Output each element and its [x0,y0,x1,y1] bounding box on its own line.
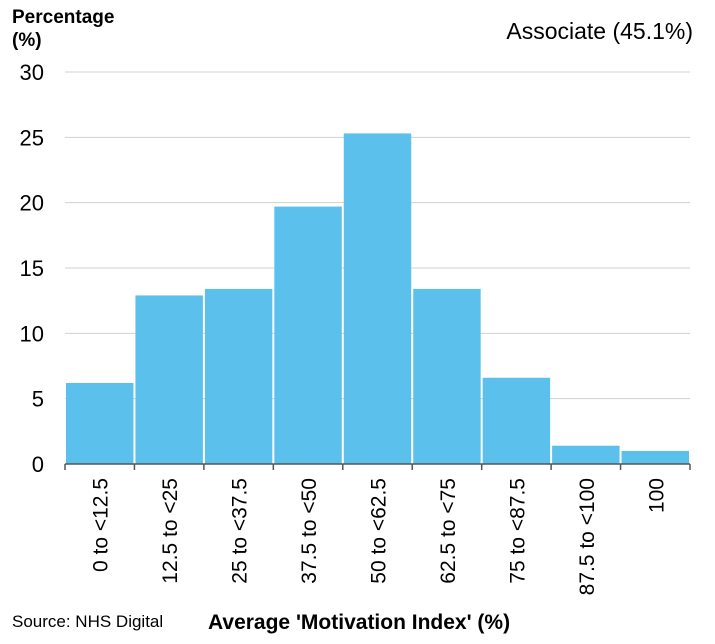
x-tick-label: 50 to <62.5 [368,478,391,584]
y-axis-label: Percentage (%) [12,7,115,51]
y-tick-label: 15 [20,256,44,281]
x-tick-label: 100 [645,478,668,513]
bars [66,133,689,464]
chart-annotation: Associate (45.1%) [506,18,693,44]
x-tick-label: 75 to <87.5 [506,478,529,584]
x-tick-label: 87.5 to <100 [576,478,599,595]
bar [66,382,134,464]
x-tick-label: 62.5 to <75 [437,478,460,584]
x-tick-labels: 0 to <12.5 12.5 to <25 25 to <37.5 37.5 to … [90,478,669,595]
x-tick-label: 12.5 to <25 [159,478,182,584]
bar [274,206,342,464]
x-tick-label: 0 to <12.5 [90,478,113,572]
bar [204,288,273,464]
y-tick-label: 30 [20,60,44,85]
x-tick-label: 37.5 to <50 [298,478,321,584]
source-note: Source: NHS Digital [12,612,164,631]
x-tick-label: 25 to <37.5 [229,478,252,584]
bar [135,295,203,464]
bar [621,450,689,464]
y-tick-label: 10 [20,321,44,346]
y-tick-labels: 0 5 10 15 20 25 30 [20,60,44,477]
bar [482,377,551,464]
y-tick-label: 5 [32,387,44,412]
x-axis-label: Average 'Motivation Index' (%) [208,611,511,634]
bar [552,445,620,464]
bar [413,288,481,464]
y-tick-label: 20 [20,191,44,216]
x-axis [64,463,691,470]
bar [343,133,412,464]
y-tick-label: 0 [32,452,44,477]
y-tick-label: 25 [20,125,44,150]
